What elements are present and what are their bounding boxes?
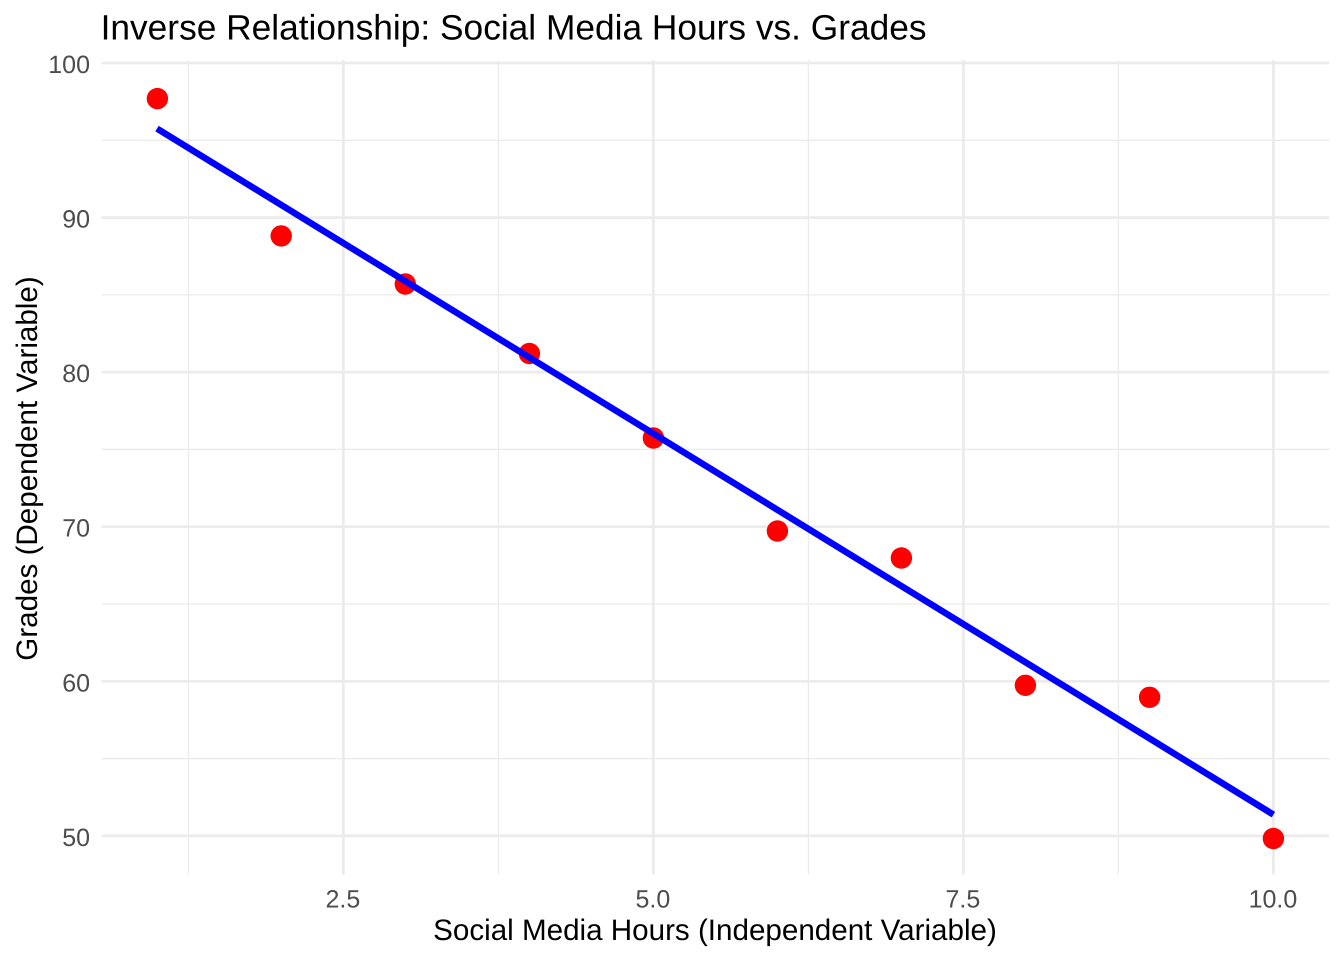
svg-text:5.0: 5.0 [636, 885, 671, 913]
svg-text:70: 70 [62, 515, 90, 543]
svg-text:60: 60 [62, 669, 90, 697]
svg-text:7.5: 7.5 [946, 885, 981, 913]
svg-text:80: 80 [62, 360, 90, 388]
svg-text:Inverse Relationship: Social M: Inverse Relationship: Social Media Hours… [101, 9, 927, 48]
svg-text:2.5: 2.5 [326, 885, 361, 913]
svg-text:100: 100 [48, 51, 90, 79]
svg-text:10.0: 10.0 [1249, 885, 1298, 913]
svg-text:50: 50 [62, 824, 90, 852]
svg-text:90: 90 [62, 206, 90, 234]
svg-text:Grades (Dependent Variable): Grades (Dependent Variable) [11, 276, 44, 660]
svg-text:Social Media Hours (Independen: Social Media Hours (Independent Variable… [433, 914, 997, 947]
